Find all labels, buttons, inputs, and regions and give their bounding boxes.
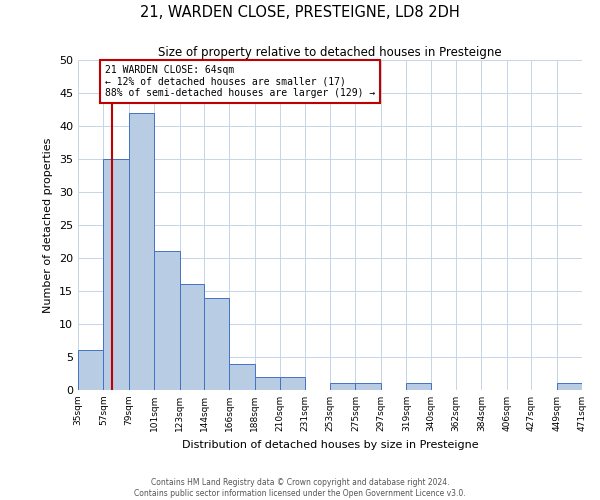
Bar: [180, 284, 204, 390]
Bar: [355, 384, 381, 390]
Bar: [255, 377, 280, 390]
Y-axis label: Number of detached properties: Number of detached properties: [43, 138, 53, 312]
Bar: [103, 159, 129, 390]
Text: 21 WARDEN CLOSE: 64sqm
← 12% of detached houses are smaller (17)
88% of semi-det: 21 WARDEN CLOSE: 64sqm ← 12% of detached…: [104, 66, 375, 98]
Bar: [229, 364, 255, 390]
Bar: [280, 377, 305, 390]
Title: Size of property relative to detached houses in Presteigne: Size of property relative to detached ho…: [158, 46, 502, 59]
Bar: [129, 113, 154, 390]
Text: Contains HM Land Registry data © Crown copyright and database right 2024.
Contai: Contains HM Land Registry data © Crown c…: [134, 478, 466, 498]
Bar: [154, 252, 180, 390]
Bar: [330, 384, 355, 390]
Text: 21, WARDEN CLOSE, PRESTEIGNE, LD8 2DH: 21, WARDEN CLOSE, PRESTEIGNE, LD8 2DH: [140, 5, 460, 20]
Bar: [78, 350, 103, 390]
X-axis label: Distribution of detached houses by size in Presteigne: Distribution of detached houses by size …: [182, 440, 478, 450]
Bar: [204, 298, 229, 390]
Bar: [406, 384, 431, 390]
Bar: [557, 384, 582, 390]
